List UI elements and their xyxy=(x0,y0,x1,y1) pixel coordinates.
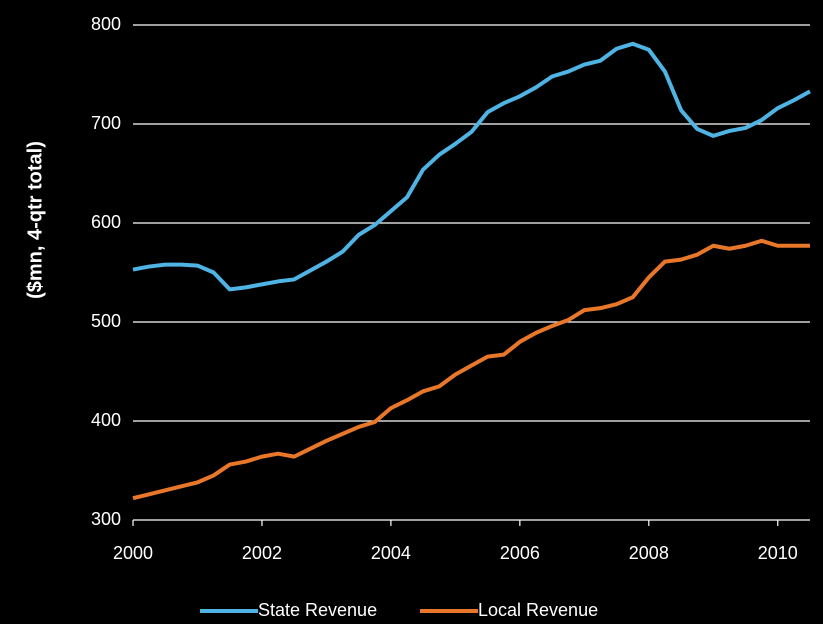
y-tick-label: 600 xyxy=(91,212,121,232)
y-axis-label: ($mn, 4-qtr total) xyxy=(24,141,46,299)
series-line xyxy=(132,41,811,292)
x-tick-label: 2010 xyxy=(758,543,798,563)
y-tick-label: 800 xyxy=(91,14,121,34)
y-tick-label: 500 xyxy=(91,311,121,331)
x-tick-label: 2002 xyxy=(242,543,282,563)
x-tick-label: 2006 xyxy=(500,543,540,563)
x-tick-label: 2008 xyxy=(629,543,669,563)
y-tick-label: 700 xyxy=(91,113,121,133)
y-tick-label: 400 xyxy=(91,410,121,430)
x-tick-label: 2000 xyxy=(113,543,153,563)
series-line xyxy=(132,238,810,501)
legend-label: Local Revenue xyxy=(478,600,598,620)
y-tick-label: 300 xyxy=(91,509,121,529)
x-tick-label: 2004 xyxy=(371,543,411,563)
legend-label: State Revenue xyxy=(258,600,377,620)
